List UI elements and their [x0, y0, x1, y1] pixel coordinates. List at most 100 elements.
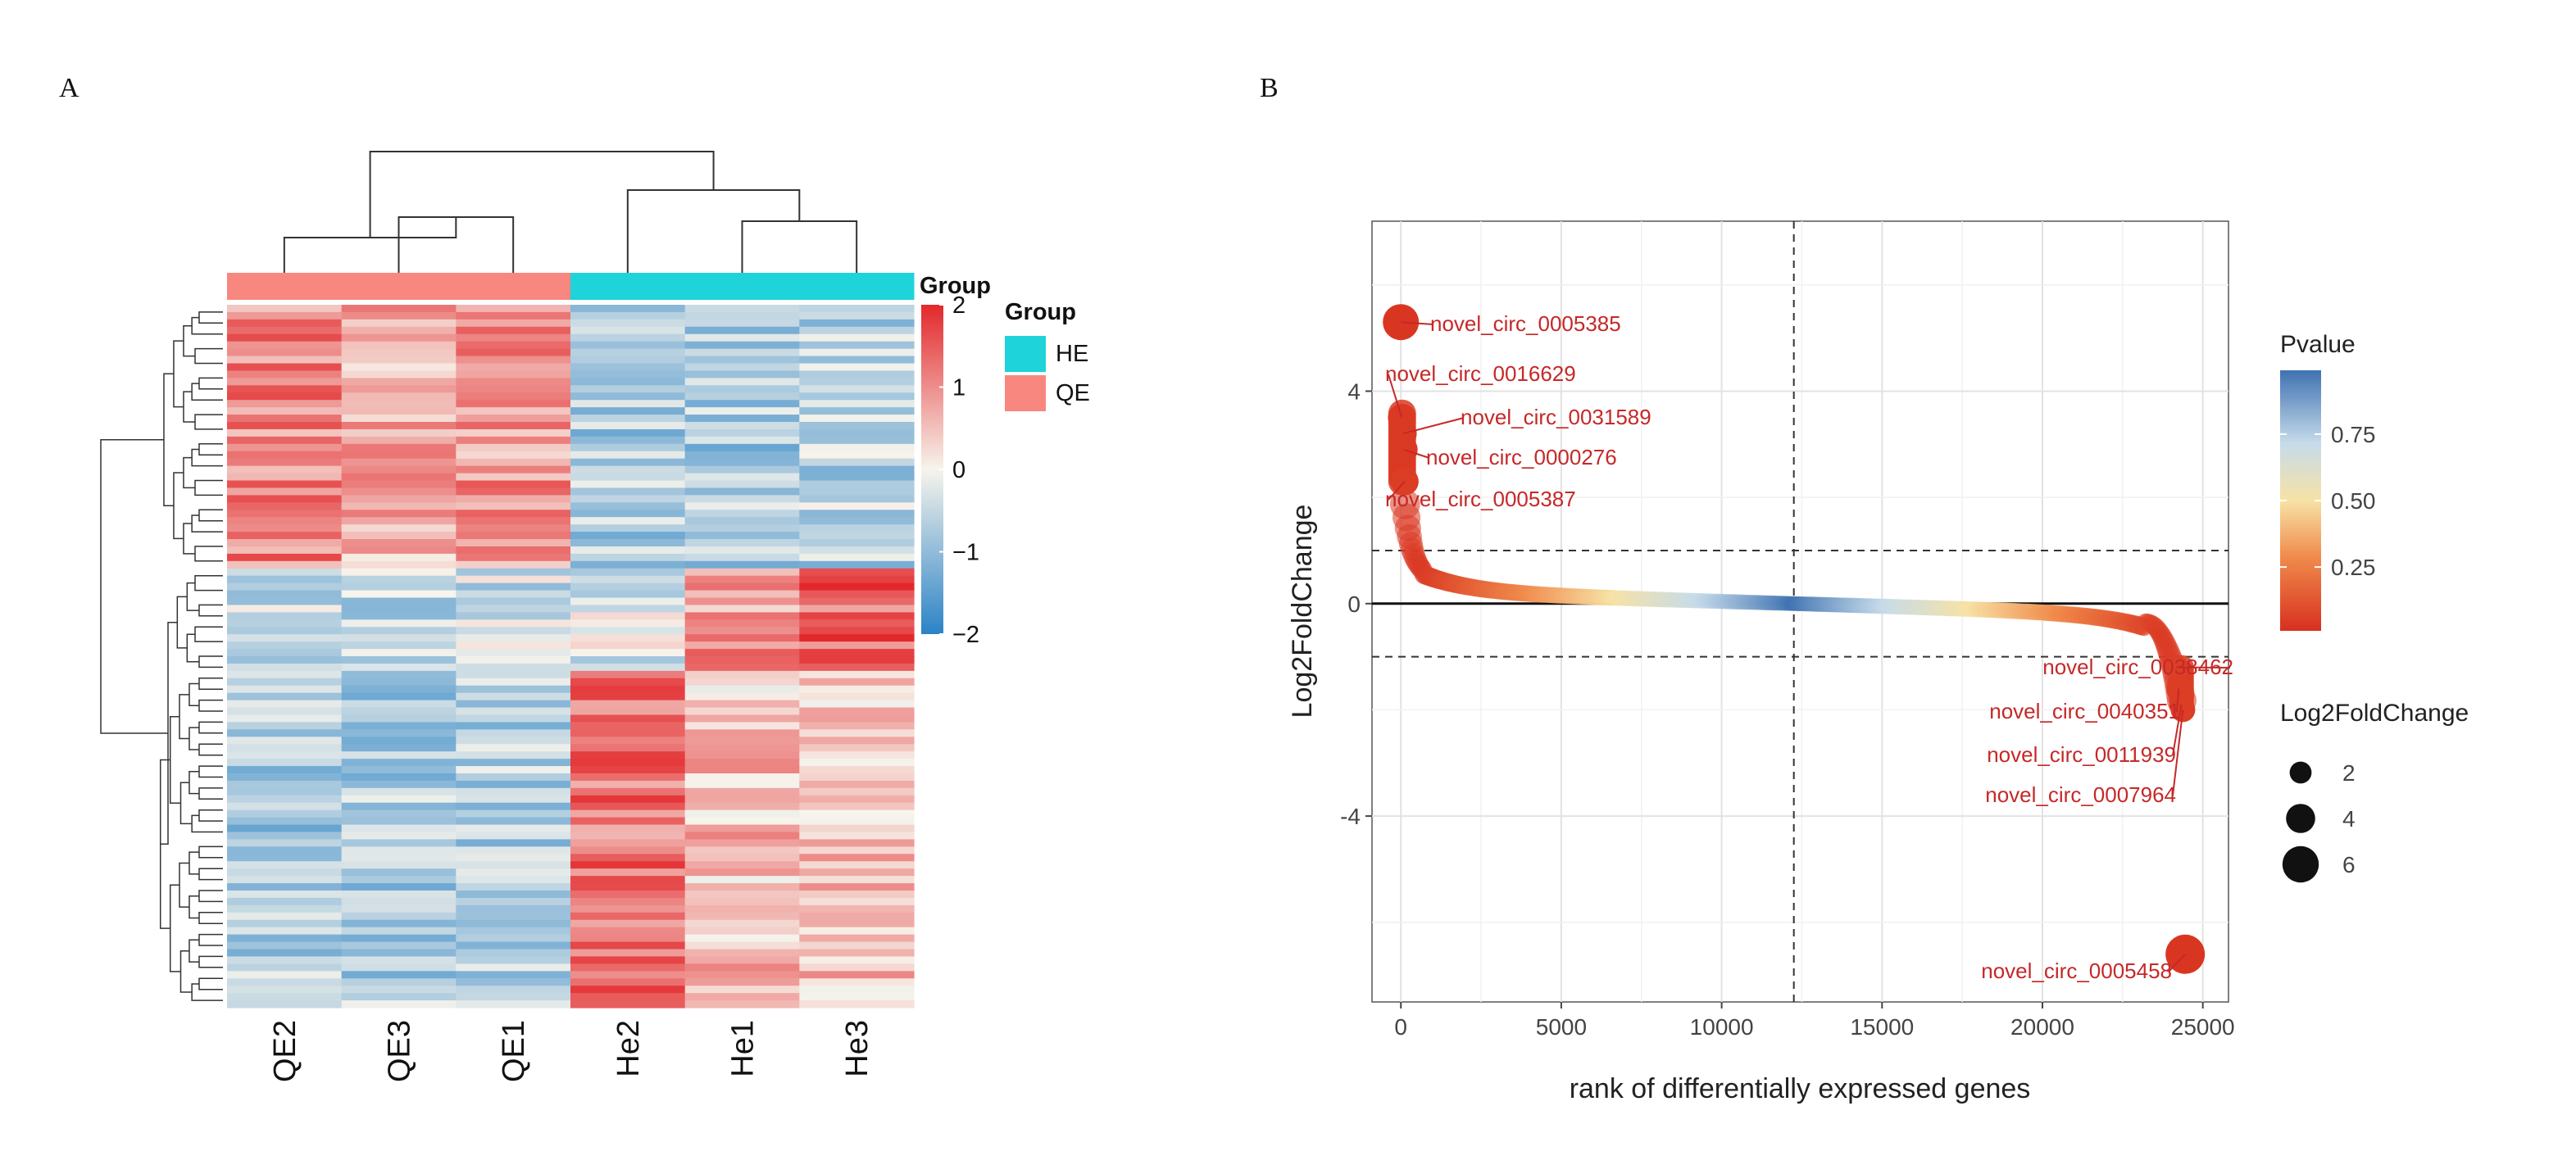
- heatmap-cell: [684, 759, 800, 767]
- heatmap-cell: [570, 582, 686, 592]
- size-legend-dot: [2282, 845, 2319, 883]
- heatmap-cell: [227, 854, 343, 862]
- dendrogram-branch: [189, 939, 199, 963]
- heatmap-cell: [456, 568, 571, 577]
- heatmap-cell: [227, 553, 343, 562]
- heatmap-cell: [456, 751, 571, 759]
- panel-a-label: A: [59, 73, 80, 103]
- heatmap-cell: [456, 627, 571, 635]
- heatmap-cell: [456, 963, 571, 972]
- heatmap-cell: [456, 612, 571, 620]
- heatmap-cell: [570, 700, 686, 709]
- heatmap-cell: [227, 465, 343, 474]
- heatmap-cell: [799, 802, 915, 811]
- heatmap-cell: [570, 590, 686, 599]
- heatmap-cell: [227, 714, 343, 723]
- heatmap-cell: [799, 795, 915, 804]
- heatmap-cell: [341, 510, 457, 518]
- dendrogram-branch: [176, 596, 188, 649]
- heatmap-cell: [227, 993, 343, 1001]
- heatmap-cell: [570, 663, 686, 672]
- heatmap-cell: [456, 524, 571, 533]
- heatmap-cell: [341, 744, 457, 752]
- heatmap-cell: [570, 685, 686, 694]
- heatmap-cell: [570, 759, 686, 767]
- heatmap-cell: [341, 868, 457, 877]
- heatmap-cell: [227, 575, 343, 584]
- pvalue-colorbar: [2280, 370, 2321, 631]
- pvalue-tick-label: 0.50: [2331, 488, 2376, 514]
- heatmap-cell: [684, 333, 800, 342]
- dendrogram-branch: [183, 523, 195, 555]
- heatmap-cell: [570, 436, 686, 445]
- heatmap-cell: [799, 670, 915, 679]
- heatmap-cell: [456, 787, 571, 796]
- heatmap-cell: [570, 787, 686, 796]
- heatmap-cell: [684, 714, 800, 723]
- heatmap-cell: [456, 993, 571, 1001]
- dendrogram-branch: [189, 895, 199, 919]
- heatmap-cell: [227, 971, 343, 979]
- heatmap-cell: [456, 685, 571, 694]
- heatmap-cell: [341, 787, 457, 796]
- heatmap-cell: [799, 333, 915, 342]
- heatmap-cell: [799, 517, 915, 525]
- dendrogram-branch: [741, 220, 858, 273]
- dendrogram-branch: [194, 546, 223, 562]
- heatmap-cell: [570, 451, 686, 460]
- heatmap-cell: [799, 495, 915, 503]
- heatmap-cell: [684, 575, 800, 584]
- heatmap-cell: [799, 861, 915, 869]
- heatmap-cell: [799, 524, 915, 533]
- heatmap-cell: [341, 348, 457, 357]
- heatmap-cell: [570, 714, 686, 723]
- heatmap-cell: [684, 883, 800, 891]
- heatmap-cell: [341, 978, 457, 986]
- heatmap-cell: [570, 766, 686, 774]
- heatmap-cell: [570, 333, 686, 342]
- heatmap-cell: [341, 341, 457, 350]
- size-legend-label: 4: [2342, 806, 2356, 832]
- heatmap-cell: [341, 443, 457, 452]
- heatmap-cell: [456, 780, 571, 789]
- heatmap-cell: [570, 605, 686, 613]
- heatmap-cell: [227, 568, 343, 577]
- heatmap-cell: [684, 795, 800, 804]
- heatmap-cell: [341, 832, 457, 841]
- pvalue-legend-title: Pvalue: [2280, 331, 2356, 358]
- heatmap-cell: [227, 956, 343, 964]
- heatmap-cell: [570, 744, 686, 752]
- heatmap-cell: [684, 311, 800, 320]
- heatmap-cell: [456, 436, 571, 445]
- heatmap-cell: [341, 678, 457, 687]
- heatmap-cell: [456, 839, 571, 847]
- y-tick-label: 4: [1347, 378, 1361, 404]
- heatmap-cell: [570, 363, 686, 372]
- heatmap-cell: [456, 927, 571, 936]
- heatmap-cell: [684, 934, 800, 943]
- heatmap-cell: [799, 641, 915, 650]
- heatmap-cell: [684, 465, 800, 474]
- heatmap-cell: [456, 400, 571, 408]
- y-axis-label: Log2FoldChange: [1287, 505, 1318, 718]
- heatmap-cell: [456, 986, 571, 994]
- dendrogram-branch: [198, 868, 223, 881]
- heatmap-cell: [799, 400, 915, 408]
- group-bar-cell: [341, 273, 457, 300]
- heatmap-cell: [341, 861, 457, 869]
- heatmap-cell: [570, 473, 686, 482]
- heatmap-cell: [341, 927, 457, 936]
- heatmap-cell: [227, 773, 343, 782]
- heatmap-cell: [799, 876, 915, 884]
- heatmap-cell: [456, 415, 571, 423]
- heatmap-cell: [456, 714, 571, 723]
- dendrogram-branch: [186, 633, 199, 663]
- heatmap-cell: [684, 891, 800, 899]
- x-tick-label: 20000: [2010, 1014, 2074, 1040]
- heatmap-cell: [227, 897, 343, 906]
- heatmap-cell: [799, 759, 915, 767]
- heatmap-cell: [341, 385, 457, 393]
- dendrogram-branch: [191, 814, 223, 833]
- heatmap-cell: [341, 795, 457, 804]
- heatmap-cell: [799, 532, 915, 540]
